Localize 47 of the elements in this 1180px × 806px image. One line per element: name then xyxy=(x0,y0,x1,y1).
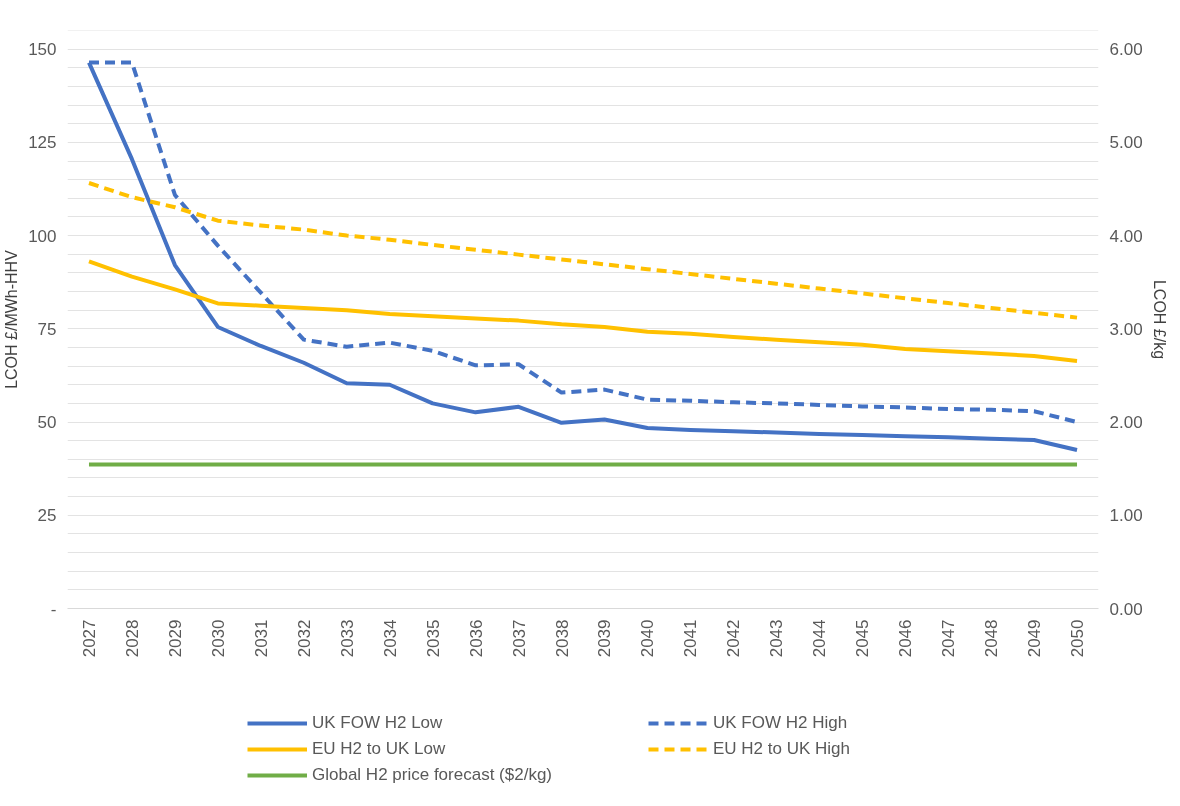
y2-tick-label: 2.00 xyxy=(1109,413,1143,433)
x-tick-label: 2033 xyxy=(337,619,357,658)
legend-label: UK FOW H2 Low xyxy=(312,713,444,733)
y2-tick-label: 0.00 xyxy=(1109,599,1143,619)
x-tick-label: 2036 xyxy=(466,619,486,658)
x-tick-label: 2049 xyxy=(1025,619,1045,658)
line-series xyxy=(86,181,1080,320)
line-series xyxy=(86,259,1080,363)
x-tick-label: 2035 xyxy=(423,619,443,658)
x-tick-label: 2037 xyxy=(509,619,529,658)
y-tick-label: 100 xyxy=(28,226,57,246)
x-tick-label: 2046 xyxy=(896,619,916,658)
y2-axis-title: LCOH £/kg xyxy=(1150,279,1168,360)
y2-tick-label: 1.00 xyxy=(1109,506,1143,526)
y-tick-label: 150 xyxy=(28,40,57,60)
x-tick-label: 2034 xyxy=(380,619,400,658)
x-tick-label: 2050 xyxy=(1068,619,1088,658)
x-tick-label: 2038 xyxy=(552,619,572,658)
x-tick-label: 2040 xyxy=(638,619,658,658)
y2-tick-label: 3.00 xyxy=(1109,319,1143,339)
x-tick-label: 2042 xyxy=(724,619,744,658)
x-tick-label: 2032 xyxy=(294,619,314,658)
legend-label: UK FOW H2 High xyxy=(713,713,849,733)
x-tick-label: 2027 xyxy=(79,619,99,658)
x-tick-label: 2028 xyxy=(122,619,142,658)
y2-tick-label: 6.00 xyxy=(1109,40,1143,60)
x-tick-label: 2047 xyxy=(939,619,959,658)
legend-label: Global H2 price forecast ($2/kg) xyxy=(312,765,553,785)
x-tick-label: 2031 xyxy=(251,619,271,658)
x-tick-label: 2043 xyxy=(767,619,787,658)
y-tick-label: 75 xyxy=(37,319,57,339)
y-tick-label: - xyxy=(50,599,57,619)
x-tick-label: 2041 xyxy=(681,619,701,658)
y-tick-label: 125 xyxy=(28,133,57,153)
x-tick-label: 2044 xyxy=(810,619,830,658)
legend-label: EU H2 to UK Low xyxy=(312,739,447,759)
legend-label: EU H2 to UK High xyxy=(713,739,851,759)
y-tick-label: 25 xyxy=(37,506,57,526)
y2-tick-label: 4.00 xyxy=(1109,226,1143,246)
x-tick-label: 2045 xyxy=(853,619,873,658)
x-tick-label: 2029 xyxy=(165,619,185,658)
x-tick-label: 2039 xyxy=(595,619,615,658)
x-tick-label: 2030 xyxy=(208,619,228,658)
y-axis-title: LCOH £/MWh-HHV xyxy=(3,249,21,389)
y2-tick-label: 5.00 xyxy=(1109,133,1143,153)
y-tick-label: 50 xyxy=(37,413,57,433)
x-tick-label: 2048 xyxy=(982,619,1002,658)
